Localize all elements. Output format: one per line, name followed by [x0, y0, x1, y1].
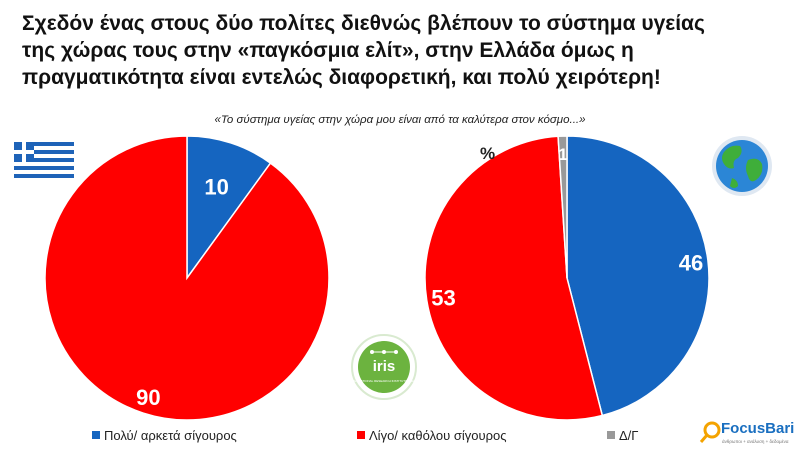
- focusbari-logo: FocusBari άνθρωποι + ανάλυση + δεδομένα: [699, 420, 794, 444]
- legend-label: Δ/Γ: [619, 428, 638, 443]
- iris-logo-text: iris: [373, 358, 396, 375]
- unit-label: %: [480, 144, 495, 163]
- data-label: 10: [204, 175, 228, 200]
- data-label: 46: [679, 250, 703, 275]
- legend-swatch-gray: [607, 431, 615, 439]
- globe-icon: [712, 136, 772, 196]
- iris-logo-caption: THE INTERNATIONAL RESEARCH INSTITUTES NE…: [343, 379, 426, 383]
- pie-slice: [44, 135, 330, 421]
- chart-subtitle: «Το σύστημα υγείας στην χώρα μου είναι α…: [214, 114, 586, 126]
- legend-swatch-red: [357, 431, 365, 439]
- pie-slice: [557, 135, 568, 279]
- title-line: της χώρας τους στην «παγκόσμια ελίτ», στ…: [22, 39, 634, 62]
- title-line: Σχεδόν ένας στους δύο πολίτες διεθνώς βλ…: [22, 12, 705, 35]
- pie-chart-world: 46 53 1: [424, 135, 710, 421]
- chart-legend: Πολύ/ αρκετά σίγουρος Λίγο/ καθόλου σίγο…: [92, 428, 638, 443]
- data-label: 53: [431, 286, 455, 311]
- data-label: 90: [136, 385, 160, 410]
- legend-label: Πολύ/ αρκετά σίγουρος: [104, 428, 237, 443]
- legend-swatch-blue: [92, 431, 100, 439]
- chart-title: Σχεδόν ένας στους δύο πολίτες διεθνώς βλ…: [22, 10, 782, 91]
- pie-slice: [186, 135, 272, 281]
- title-line: πραγματικότητα είναι εντελώς διαφορετική…: [22, 66, 661, 89]
- iris-logo: iris THE INTERNATIONAL RESEARCH INSTITUT…: [343, 334, 426, 400]
- greek-flag-icon: [14, 142, 74, 178]
- legend-label: Λίγο/ καθόλου σίγουρος: [369, 428, 507, 443]
- data-label: 1: [558, 145, 567, 164]
- pie-slice: [566, 135, 710, 417]
- focusbari-logo-text: FocusBari: [721, 420, 794, 437]
- pie-slice: [424, 135, 604, 421]
- focusbari-tagline: άνθρωποι + ανάλυση + δεδομένα: [722, 438, 789, 444]
- pie-chart-greece: 10 90: [44, 135, 330, 421]
